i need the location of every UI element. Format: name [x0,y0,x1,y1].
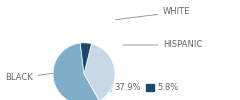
Text: WHITE: WHITE [115,8,191,20]
Wedge shape [84,44,115,100]
Text: BLACK: BLACK [5,72,60,82]
Wedge shape [80,43,91,74]
Wedge shape [53,43,99,100]
Legend: 56.3%, 37.9%, 5.8%: 56.3%, 37.9%, 5.8% [58,80,182,96]
Text: HISPANIC: HISPANIC [123,40,203,50]
